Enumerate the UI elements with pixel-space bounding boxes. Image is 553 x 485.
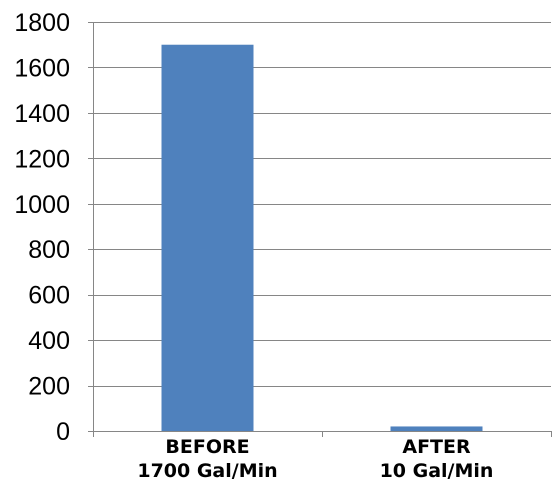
- bar-before: [161, 44, 254, 431]
- bar-after: [390, 426, 483, 431]
- axes: [88, 22, 552, 437]
- x-category-label: 10 Gal/Min: [380, 460, 494, 482]
- y-axis-tick-labels: 0 200 400 600 800 1000 1200 1400 1600 1800: [14, 9, 70, 446]
- y-tick-label: 1800: [14, 9, 70, 37]
- y-tick-label: 1200: [14, 145, 70, 173]
- y-tick-label: 1000: [14, 191, 70, 219]
- y-tick-label: 1600: [14, 54, 70, 82]
- y-tick-label: 800: [28, 236, 70, 264]
- y-tick-label: 0: [56, 418, 70, 446]
- x-category-label: 1700 Gal/Min: [137, 460, 277, 482]
- x-category-label: AFTER: [402, 436, 471, 458]
- y-tick-label: 200: [28, 373, 70, 401]
- y-tick-label: 600: [28, 282, 70, 310]
- y-tick-label: 400: [28, 327, 70, 355]
- x-category-label: BEFORE: [165, 436, 249, 458]
- y-tick-label: 1400: [14, 100, 70, 128]
- bars: [161, 44, 483, 431]
